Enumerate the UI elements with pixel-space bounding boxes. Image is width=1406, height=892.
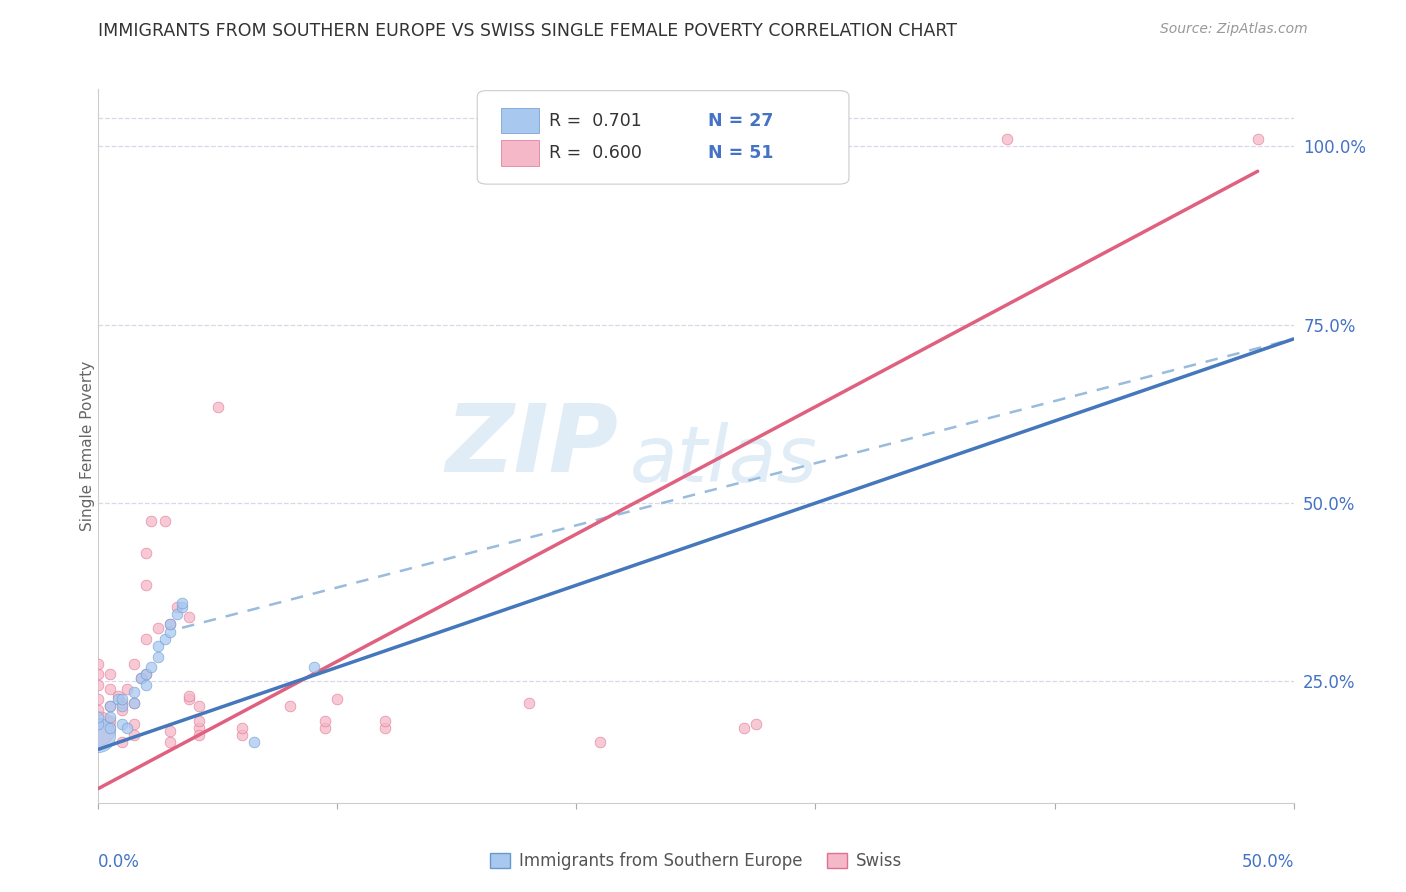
- Point: [159, 724, 181, 739]
- Point: [139, 514, 162, 528]
- Point: [135, 632, 157, 646]
- Point: [326, 692, 349, 706]
- Text: R =  0.600: R = 0.600: [548, 144, 643, 161]
- Point: [231, 721, 253, 735]
- Point: [768, 132, 790, 146]
- Point: [179, 610, 201, 624]
- Point: [315, 714, 337, 728]
- Point: [231, 728, 253, 742]
- Point: [159, 617, 181, 632]
- Point: [124, 657, 146, 671]
- Point: [98, 710, 122, 724]
- Point: [87, 710, 110, 724]
- Point: [87, 678, 110, 692]
- Point: [374, 721, 396, 735]
- Point: [159, 735, 181, 749]
- Text: Source: ZipAtlas.com: Source: ZipAtlas.com: [1160, 22, 1308, 37]
- Point: [589, 735, 612, 749]
- Point: [517, 696, 540, 710]
- Text: atlas: atlas: [630, 422, 818, 499]
- Point: [187, 721, 209, 735]
- Point: [98, 667, 122, 681]
- Point: [155, 632, 177, 646]
- Point: [98, 714, 122, 728]
- Point: [187, 699, 209, 714]
- Point: [111, 703, 134, 717]
- Point: [111, 696, 134, 710]
- Text: IMMIGRANTS FROM SOUTHERN EUROPE VS SWISS SINGLE FEMALE POVERTY CORRELATION CHART: IMMIGRANTS FROM SOUTHERN EUROPE VS SWISS…: [98, 22, 957, 40]
- Point: [172, 596, 194, 610]
- Point: [135, 667, 157, 681]
- Point: [87, 703, 110, 717]
- Point: [148, 639, 170, 653]
- Point: [107, 689, 129, 703]
- Point: [179, 692, 201, 706]
- Point: [111, 735, 134, 749]
- Point: [278, 699, 301, 714]
- Point: [374, 714, 396, 728]
- Point: [115, 681, 138, 696]
- Point: [135, 678, 157, 692]
- Point: [135, 667, 157, 681]
- FancyBboxPatch shape: [501, 108, 540, 134]
- Point: [98, 699, 122, 714]
- Point: [98, 681, 122, 696]
- Point: [207, 400, 229, 414]
- Point: [1246, 132, 1268, 146]
- Point: [135, 578, 157, 592]
- Point: [187, 714, 209, 728]
- Point: [124, 696, 146, 710]
- Point: [745, 717, 768, 731]
- FancyBboxPatch shape: [501, 140, 540, 166]
- Y-axis label: Single Female Poverty: Single Female Poverty: [80, 361, 94, 531]
- Point: [124, 696, 146, 710]
- Point: [87, 667, 110, 681]
- Point: [87, 721, 110, 735]
- Point: [302, 660, 325, 674]
- Point: [315, 721, 337, 735]
- Point: [98, 699, 122, 714]
- Text: ZIP: ZIP: [446, 400, 619, 492]
- Point: [87, 717, 110, 731]
- Point: [139, 660, 162, 674]
- Point: [166, 599, 188, 614]
- Text: N = 27: N = 27: [709, 112, 773, 129]
- Point: [111, 699, 134, 714]
- Point: [111, 717, 134, 731]
- Point: [131, 671, 153, 685]
- Point: [166, 607, 188, 621]
- Point: [131, 671, 153, 685]
- Text: 50.0%: 50.0%: [1241, 853, 1294, 871]
- Point: [124, 685, 146, 699]
- Point: [187, 728, 209, 742]
- Point: [995, 132, 1018, 146]
- Point: [148, 649, 170, 664]
- Point: [87, 657, 110, 671]
- FancyBboxPatch shape: [477, 91, 849, 184]
- Text: R =  0.701: R = 0.701: [548, 112, 641, 129]
- Point: [159, 624, 181, 639]
- Point: [98, 721, 122, 735]
- Point: [115, 721, 138, 735]
- Point: [135, 546, 157, 560]
- Point: [828, 132, 851, 146]
- Point: [124, 717, 146, 731]
- Point: [159, 617, 181, 632]
- Point: [111, 692, 134, 706]
- Point: [172, 599, 194, 614]
- Point: [733, 721, 755, 735]
- Point: [107, 692, 129, 706]
- Legend: Immigrants from Southern Europe, Swiss: Immigrants from Southern Europe, Swiss: [484, 846, 908, 877]
- Point: [87, 728, 110, 742]
- Text: N = 51: N = 51: [709, 144, 773, 161]
- Point: [87, 692, 110, 706]
- Point: [148, 621, 170, 635]
- Point: [155, 514, 177, 528]
- Text: 0.0%: 0.0%: [98, 853, 139, 871]
- Point: [243, 735, 266, 749]
- Point: [124, 728, 146, 742]
- Point: [179, 689, 201, 703]
